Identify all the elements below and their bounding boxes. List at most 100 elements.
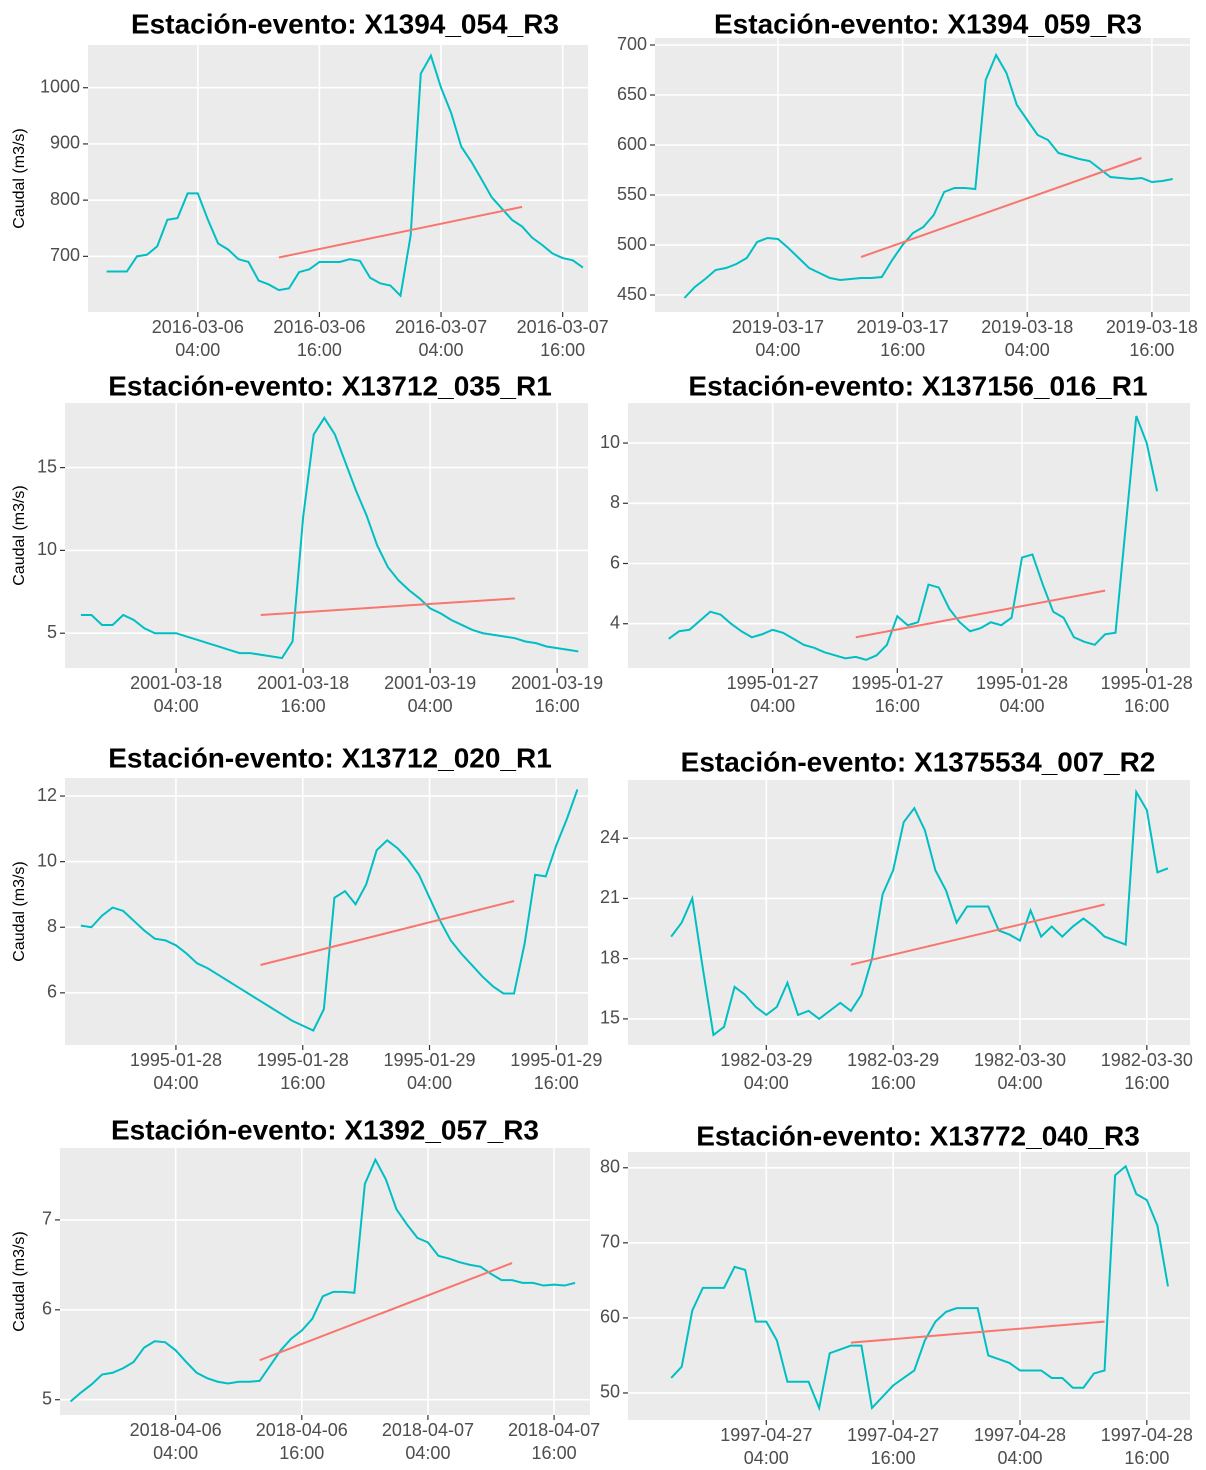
y-tick-label: 15 — [37, 456, 57, 476]
y-tick-label: 18 — [600, 947, 620, 967]
x-tick-label: 16:00 — [540, 340, 585, 360]
y-tick-label: 70 — [600, 1232, 620, 1252]
x-tick-label: 1995-01-27 — [727, 673, 819, 693]
y-tick-label: 700 — [617, 34, 647, 54]
x-tick-label: 1997-04-28 — [974, 1425, 1066, 1445]
plot-background — [60, 1148, 590, 1415]
chart-title: Estación-evento: X1394_054_R3 — [131, 8, 559, 39]
plot-background — [628, 1152, 1190, 1420]
y-tick-label: 12 — [37, 785, 57, 805]
x-tick-label: 2018-04-07 — [508, 1420, 600, 1440]
x-tick-label: 2019-03-17 — [857, 317, 949, 337]
x-tick-label: 2018-04-06 — [130, 1420, 222, 1440]
y-tick-label: 6 — [47, 982, 57, 1002]
x-tick-label: 04:00 — [750, 696, 795, 716]
y-axis-label: Caudal (m3/s) — [11, 485, 28, 585]
y-axis-label: Caudal (m3/s) — [11, 1231, 28, 1331]
y-tick-label: 5 — [42, 1388, 52, 1408]
x-tick-label: 1995-01-29 — [383, 1050, 475, 1070]
y-tick-label: 10 — [37, 539, 57, 559]
trend-line — [278, 205, 523, 259]
x-tick-label: 1995-01-28 — [976, 673, 1068, 693]
x-tick-label: 1982-03-30 — [1101, 1050, 1193, 1070]
y-tick-label: 8 — [47, 916, 57, 936]
x-tick-label: 1995-01-27 — [851, 673, 943, 693]
x-tick-label: 1997-04-28 — [1101, 1425, 1193, 1445]
y-tick-label: 50 — [600, 1382, 620, 1402]
trend-line — [260, 597, 515, 616]
x-tick-label: 16:00 — [532, 1443, 577, 1463]
x-tick-label: 2019-03-18 — [1106, 317, 1198, 337]
y-tick-label: 24 — [600, 827, 620, 847]
chart-title: Estación-evento: X1394_059_R3 — [714, 8, 1142, 39]
x-tick-label: 16:00 — [297, 340, 342, 360]
x-tick-label: 16:00 — [871, 1073, 916, 1093]
x-tick-label: 1995-01-29 — [510, 1050, 602, 1070]
x-tick-label: 16:00 — [534, 1073, 579, 1093]
x-tick-label: 1997-04-27 — [720, 1425, 812, 1445]
y-tick-label: 6 — [42, 1299, 52, 1319]
y-tick-label: 450 — [617, 284, 647, 304]
plot-background — [65, 403, 588, 668]
x-tick-label: 1982-03-29 — [847, 1050, 939, 1070]
y-tick-label: 21 — [600, 887, 620, 907]
x-tick-label: 16:00 — [871, 1448, 916, 1468]
x-tick-label: 2001-03-19 — [384, 673, 476, 693]
y-tick-label: 15 — [600, 1008, 620, 1028]
y-tick-label: 550 — [617, 184, 647, 204]
flow-line — [670, 788, 1169, 1037]
chart-title: Estación-evento: X13712_035_R1 — [108, 370, 552, 401]
y-tick-label: 4 — [610, 612, 620, 632]
y-tick-label: 6 — [610, 552, 620, 572]
x-tick-label: 1997-04-27 — [847, 1425, 939, 1445]
x-tick-label: 2001-03-18 — [257, 673, 349, 693]
x-tick-label: 16:00 — [279, 1443, 324, 1463]
chart-title: Estación-evento: X13712_020_R1 — [108, 742, 552, 773]
x-tick-label: 2019-03-18 — [981, 317, 1073, 337]
y-axis-label: Caudal (m3/s) — [11, 128, 28, 228]
x-tick-label: 1982-03-29 — [720, 1050, 812, 1070]
y-tick-label: 80 — [600, 1157, 620, 1177]
x-tick-label: 2016-03-06 — [273, 317, 365, 337]
trend-line — [259, 1262, 513, 1362]
x-tick-label: 2018-04-07 — [382, 1420, 474, 1440]
x-tick-label: 04:00 — [419, 340, 464, 360]
x-tick-label: 04:00 — [405, 1443, 450, 1463]
x-tick-label: 16:00 — [1124, 1073, 1169, 1093]
x-tick-label: 16:00 — [880, 340, 925, 360]
x-tick-label: 04:00 — [744, 1073, 789, 1093]
x-tick-label: 16:00 — [281, 696, 326, 716]
chart-title: Estación-evento: X1375534_007_R2 — [681, 746, 1156, 777]
x-tick-label: 04:00 — [1005, 340, 1050, 360]
y-tick-label: 10 — [600, 432, 620, 452]
x-tick-label: 2016-03-07 — [517, 317, 609, 337]
plot-background — [65, 778, 588, 1045]
x-tick-label: 04:00 — [999, 696, 1044, 716]
y-tick-label: 600 — [617, 134, 647, 154]
y-tick-label: 500 — [617, 234, 647, 254]
y-tick-label: 60 — [600, 1307, 620, 1327]
x-tick-label: 16:00 — [535, 696, 580, 716]
x-tick-label: 2001-03-18 — [130, 673, 222, 693]
y-tick-label: 650 — [617, 84, 647, 104]
x-tick-label: 16:00 — [1124, 1448, 1169, 1468]
x-tick-label: 04:00 — [175, 340, 220, 360]
y-tick-label: 8 — [610, 492, 620, 512]
x-tick-label: 04:00 — [153, 1073, 198, 1093]
x-tick-label: 04:00 — [408, 696, 453, 716]
x-tick-label: 1995-01-28 — [257, 1050, 349, 1070]
flow-line — [69, 1157, 576, 1403]
x-tick-label: 04:00 — [744, 1448, 789, 1468]
x-tick-label: 2016-03-07 — [395, 317, 487, 337]
flow-line — [80, 789, 579, 1032]
x-tick-label: 1995-01-28 — [1101, 673, 1193, 693]
flow-line — [670, 1164, 1169, 1412]
plot-background — [88, 45, 588, 312]
x-tick-label: 04:00 — [153, 1443, 198, 1463]
trend-line — [855, 589, 1106, 639]
flow-line — [668, 415, 1159, 661]
plot-background — [655, 38, 1190, 312]
y-tick-label: 800 — [50, 189, 80, 209]
x-tick-label: 2001-03-19 — [511, 673, 603, 693]
